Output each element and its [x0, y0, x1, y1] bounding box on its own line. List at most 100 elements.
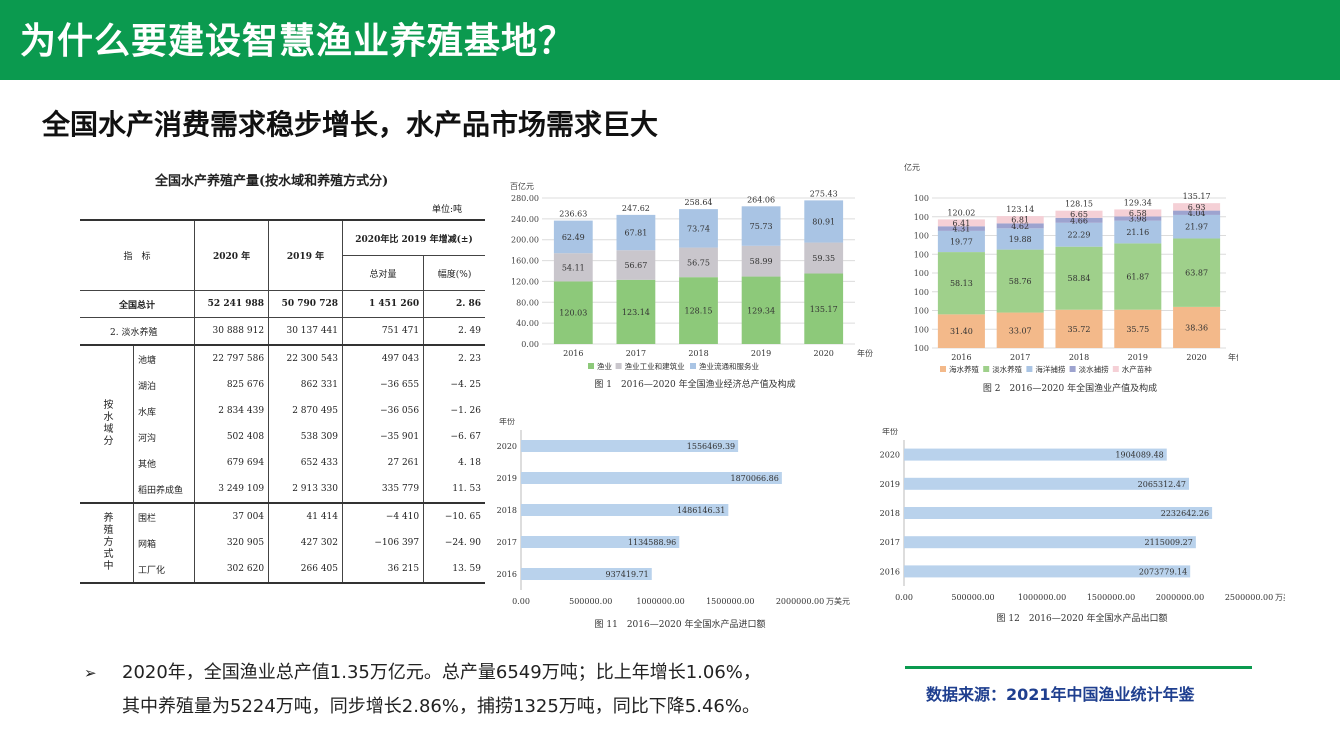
bar-value-label: 31.40 [950, 327, 973, 336]
x-tick-label: 2020 [814, 349, 834, 358]
cell: 2 870 495 [268, 398, 343, 424]
x-tick-label: 1500000.00 [1087, 593, 1135, 602]
bar [904, 565, 1191, 578]
table-row: 全国总计 52 241 988 50 790 728 1 451 260 2. … [80, 290, 485, 318]
note-line-1: 2020年，全国渔业总产值1.35万亿元。总产量6549万吨；比上年增长1.06… [122, 662, 761, 683]
bar-value-label: 1134588.96 [628, 538, 676, 547]
cell: 335 779 [341, 476, 424, 503]
bar-segment [1055, 210, 1103, 218]
group-label-method: 养殖方式中 [101, 511, 112, 572]
y-tick-label: 100 [914, 307, 929, 316]
bar-value-label: 4.04 [1188, 209, 1206, 218]
bar-segment [741, 206, 781, 246]
cell: 497 043 [341, 344, 424, 372]
bar-value-label: 1486146.31 [677, 506, 725, 515]
bar-value-label: 80.91 [812, 217, 835, 226]
legend-swatch [615, 363, 622, 369]
bar-value-label: 6.93 [1188, 203, 1206, 212]
chart-import: 年份 1556469.39 2020 1870066.86 2019 1486146.31… [497, 418, 850, 630]
bar [521, 536, 680, 548]
legend-label: 渔业流通和服务业 [699, 361, 759, 371]
y-tick-label: 2018 [497, 506, 517, 515]
cell: 751 471 [341, 317, 424, 345]
x-tick-label: 0.00 [895, 593, 913, 602]
cell: 266 405 [268, 556, 343, 584]
bar-value-label: 61.87 [1126, 273, 1149, 282]
bar [521, 568, 652, 580]
x-axis-label: 年份 [1228, 352, 1238, 362]
y-tick-label: 2020 [497, 442, 517, 451]
bar-value-label: 21.97 [1185, 223, 1208, 232]
x-tick-label: 0.00 [512, 597, 530, 606]
table-row: 按水域分 池塘 22 797 586 22 300 543 497 043 2.… [80, 344, 485, 503]
row-name: 河沟 [132, 424, 195, 450]
bar-value-label: 54.11 [562, 263, 585, 272]
bar-segment [1055, 217, 1103, 223]
bar-segment [804, 200, 844, 243]
data-source: 数据来源：2021年中国渔业统计年鉴 [926, 685, 1195, 704]
legend-swatch [690, 363, 696, 369]
bar-value-label: 2065312.47 [1138, 480, 1186, 489]
bar-value-label: 19.88 [1009, 235, 1032, 244]
page-title: 为什么要建设智慧渔业养殖基地？ [20, 21, 576, 62]
x-tick-label: 1500000.00 [706, 597, 754, 606]
x-tick-label: 1000000.00 [636, 597, 684, 606]
bar-segment [1114, 220, 1162, 244]
bar-segment [996, 249, 1044, 313]
row-name: 其他 [132, 450, 195, 476]
chart-gross-output: 0.00 40.00 80.00 120.00 160.00 200.00 240.00 28… [510, 181, 873, 390]
legend-label: 渔业 [597, 361, 612, 371]
bar-value-label: 59.35 [812, 254, 835, 263]
bar-segment [1173, 203, 1221, 211]
bar [904, 448, 1167, 461]
x-axis-label: 年份 [857, 348, 873, 358]
bar-total-label: 129.34 [1124, 198, 1152, 207]
cell: 427 302 [268, 530, 343, 556]
chart-caption: 图 12 2016—2020 年全国水产品出口额 [997, 612, 1168, 624]
bar-value-label: 58.76 [1009, 277, 1032, 286]
cell: 11. 53 [423, 476, 485, 503]
row-name: 网箱 [132, 530, 195, 556]
bar-value-label: 33.07 [1009, 326, 1032, 335]
bar-segment [1114, 309, 1162, 348]
chart-caption: 图 2 2016—2020 年全国渔业产值及构成 [983, 382, 1157, 394]
bar-segment [1173, 210, 1221, 215]
cell: 302 620 [194, 556, 269, 584]
y-axis-label: 年份 [499, 418, 515, 426]
cell: 825 676 [194, 372, 269, 398]
y-tick-label: 240.00 [511, 215, 539, 224]
bar-value-label: 21.16 [1126, 228, 1149, 237]
bar-segment [679, 209, 718, 248]
y-axis-label: 百亿元 [510, 181, 534, 191]
cell: 41 414 [268, 502, 343, 530]
x-axis-label: 万美元 [1275, 592, 1285, 602]
bar-value-label: 123.14 [622, 308, 650, 317]
bar-value-label: 2115009.27 [1145, 538, 1193, 547]
bar-value-label: 58.13 [950, 279, 973, 288]
x-tick-label: 500000.00 [569, 597, 612, 606]
bar-total-label: 247.62 [622, 204, 650, 213]
bar-segment [1114, 243, 1162, 310]
y-tick-label: 100 [914, 344, 929, 353]
cell: 679 694 [194, 450, 269, 476]
cell: 2. 86 [423, 290, 485, 318]
x-tick-label: 500000.00 [951, 593, 994, 602]
bar-value-label: 937419.71 [606, 570, 649, 579]
cell: 2. 49 [423, 317, 485, 345]
y-tick-label: 100 [914, 325, 929, 334]
row-name: 工厂化 [132, 556, 195, 584]
x-tick-label: 2016 [951, 353, 971, 362]
bar-segment [616, 279, 656, 344]
cell: 30 888 912 [194, 317, 269, 345]
x-tick-label: 2000000.00 [1156, 593, 1204, 602]
chart-caption: 图 1 2016—2020 年全国渔业经济总产值及构成 [594, 378, 795, 390]
row-name: 湖泊 [132, 372, 195, 398]
bar [521, 504, 729, 516]
table-row: 河沟 502 408 538 309 −35 901 −6. 67 [80, 424, 485, 450]
y-tick-label: 2016 [497, 570, 517, 579]
y-tick-label: 100 [914, 213, 929, 222]
cell: 22 300 543 [268, 344, 343, 372]
cell: 862 331 [268, 372, 343, 398]
bar-segment [937, 230, 985, 253]
bar-value-label: 58.99 [750, 257, 773, 266]
